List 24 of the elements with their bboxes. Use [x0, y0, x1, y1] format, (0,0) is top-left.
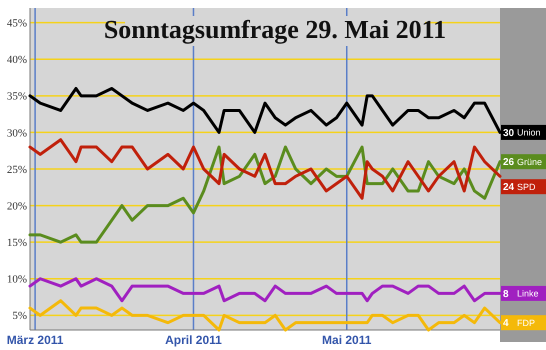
x-tick-label: April 2011 — [165, 333, 222, 347]
y-tick-label: 45% — [6, 17, 27, 30]
y-tick-label: 25% — [6, 164, 27, 176]
data-label: 8 — [503, 288, 509, 300]
data-label: 26 — [503, 157, 515, 168]
y-tick-label: 15% — [6, 237, 27, 250]
x-tick-label: Mai 2011 — [322, 333, 372, 347]
y-tick-label: 10% — [6, 274, 27, 286]
series-label: SPD — [517, 182, 536, 192]
x-tick-label: März 2011 — [6, 333, 64, 347]
data-label: 24 — [503, 182, 515, 194]
y-tick-label: 35% — [6, 90, 27, 103]
line-series — [28, 138, 502, 200]
y-tick-label: 30% — [6, 127, 27, 140]
y-tick-label: 5% — [12, 310, 27, 322]
data-label: 4 — [503, 318, 509, 330]
data-label: 30 — [503, 128, 515, 139]
y-tick-label: 20% — [6, 200, 27, 212]
y-tick-label: 40% — [6, 54, 27, 66]
series-label: FDP — [517, 318, 535, 328]
chart-title: Sonntagsumfrage 29. Mai 2011 — [104, 15, 446, 44]
series-label: Linke — [517, 288, 539, 299]
series-label: Union — [517, 128, 541, 138]
series-label: Grüne — [517, 156, 542, 167]
